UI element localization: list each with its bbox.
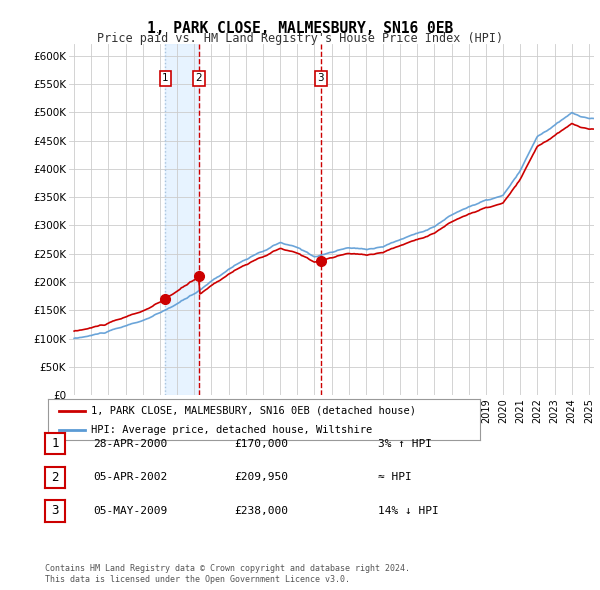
Bar [166,44,199,395]
Text: £209,950: £209,950 [234,473,288,482]
Text: HPI: Average price, detached house, Wiltshire: HPI: Average price, detached house, Wilt… [91,425,373,434]
Text: £170,000: £170,000 [234,439,288,448]
Text: 1: 1 [162,73,169,83]
Text: ≈ HPI: ≈ HPI [378,473,412,482]
Text: Price paid vs. HM Land Registry's House Price Index (HPI): Price paid vs. HM Land Registry's House … [97,32,503,45]
Text: 1, PARK CLOSE, MALMESBURY, SN16 0EB: 1, PARK CLOSE, MALMESBURY, SN16 0EB [147,21,453,35]
Text: Contains HM Land Registry data © Crown copyright and database right 2024.: Contains HM Land Registry data © Crown c… [45,565,410,573]
Text: 1, PARK CLOSE, MALMESBURY, SN16 0EB (detached house): 1, PARK CLOSE, MALMESBURY, SN16 0EB (det… [91,406,416,416]
Text: 3: 3 [317,73,324,83]
Text: 1: 1 [51,437,59,450]
Text: 3: 3 [51,504,59,517]
Text: 3% ↑ HPI: 3% ↑ HPI [378,439,432,448]
Text: 14% ↓ HPI: 14% ↓ HPI [378,506,439,516]
Text: £238,000: £238,000 [234,506,288,516]
Text: 28-APR-2000: 28-APR-2000 [93,439,167,448]
Text: 2: 2 [51,471,59,484]
Text: 05-MAY-2009: 05-MAY-2009 [93,506,167,516]
Text: 05-APR-2002: 05-APR-2002 [93,473,167,482]
Text: 2: 2 [196,73,202,83]
Text: This data is licensed under the Open Government Licence v3.0.: This data is licensed under the Open Gov… [45,575,350,584]
